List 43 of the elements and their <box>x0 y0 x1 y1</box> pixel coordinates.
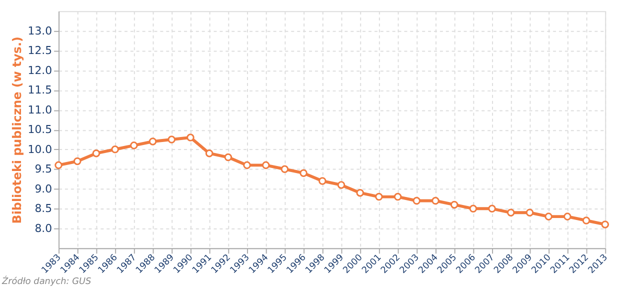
point <box>168 136 176 144</box>
point <box>111 146 119 154</box>
point <box>394 192 402 201</box>
y-tick-label: 8.0 <box>34 222 52 235</box>
y-tick-label: 8.5 <box>34 202 52 216</box>
y-tick-label: 13.0 <box>28 24 52 38</box>
point <box>488 204 496 213</box>
y-tick-label: 10.0 <box>28 142 52 156</box>
point <box>432 196 440 205</box>
y-tick-label: 12.0 <box>28 64 52 77</box>
point <box>582 216 590 224</box>
point <box>73 157 82 166</box>
point <box>130 142 138 150</box>
y-tick-label: 12.5 <box>28 44 52 58</box>
y-axis-title: Biblioteki publiczne (w tys.) <box>10 36 24 224</box>
point <box>507 208 515 216</box>
point <box>356 188 364 197</box>
point <box>54 161 62 170</box>
point <box>300 169 308 177</box>
point <box>375 192 383 201</box>
point <box>318 177 326 185</box>
point <box>469 204 478 213</box>
y-tick-label: 11.0 <box>28 103 52 116</box>
y-tick-label: 11.5 <box>28 84 52 97</box>
point <box>205 149 214 158</box>
y-tick-label: 9.5 <box>34 162 52 176</box>
y-tick-label: 9.0 <box>34 182 52 196</box>
point <box>337 181 346 189</box>
point <box>280 165 289 174</box>
point <box>412 196 421 205</box>
point <box>148 138 157 146</box>
point <box>92 149 100 158</box>
point <box>243 161 251 170</box>
point <box>262 161 270 170</box>
point <box>564 212 572 220</box>
point <box>526 208 534 216</box>
point <box>544 212 552 220</box>
point <box>224 153 232 162</box>
point <box>450 200 458 209</box>
text: Źródło danych: GUS <box>0 274 92 287</box>
point <box>601 220 609 228</box>
y-tick-label: 10.5 <box>28 123 52 136</box>
point <box>186 134 194 142</box>
